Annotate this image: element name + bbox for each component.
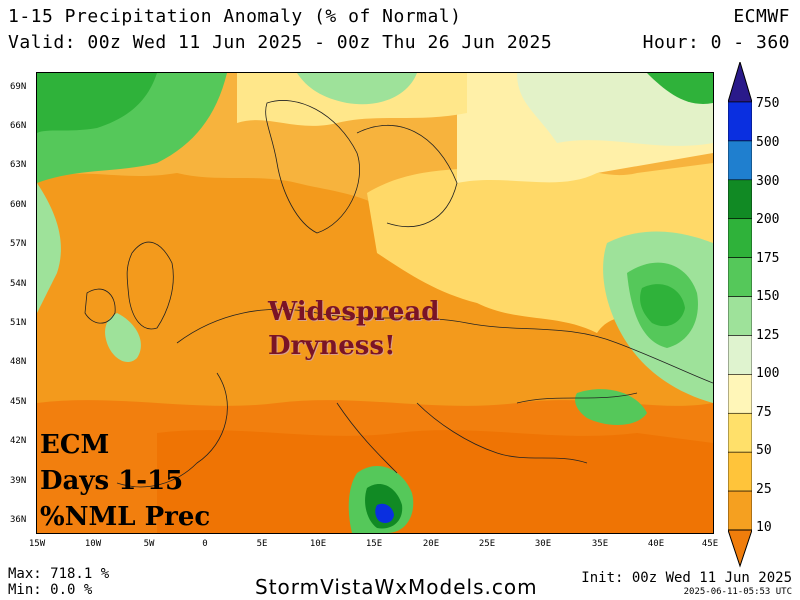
colorbar-band: [728, 451, 752, 492]
colorbar-band: [728, 335, 752, 375]
init-time: Init: 00z Wed 11 Jun 2025: [581, 570, 792, 586]
colorbar-label: 75: [756, 405, 772, 420]
lon-label: 15E: [365, 539, 383, 549]
lat-label: 66N: [10, 121, 27, 131]
colorbar-band: [728, 179, 752, 220]
lat-label: 48N: [10, 357, 27, 367]
colorbar-bottom-arrow: [728, 529, 752, 568]
annotation-product: %NML Prec: [40, 502, 211, 532]
lat-label: 60N: [10, 200, 27, 210]
max-value: Max: 718.1 %: [8, 566, 110, 582]
lon-label: 40E: [647, 539, 665, 549]
lon-label: 45E: [701, 539, 719, 549]
lon-label: 10E: [309, 539, 327, 549]
lat-label: 63N: [10, 160, 27, 170]
lon-label: 5W: [143, 539, 155, 549]
colorbar-label: 125: [756, 328, 780, 343]
valid-period: Valid: 00z Wed 11 Jun 2025 - 00z Thu 26 …: [8, 32, 553, 53]
map-title: 1-15 Precipitation Anomaly (% of Normal): [8, 6, 462, 27]
forecast-hours: Hour: 0 - 360: [642, 32, 790, 53]
colorbar-label: 500: [756, 135, 780, 150]
lat-label: 51N: [10, 318, 27, 328]
lon-label: 0: [202, 539, 208, 549]
min-value: Min: 0.0 %: [8, 582, 93, 598]
colorbar-label: 10: [756, 520, 772, 535]
annotation-model: ECM: [40, 430, 110, 460]
colorbar-label: 100: [756, 366, 780, 381]
colorbar-top-arrow: [728, 62, 752, 103]
lon-label: 10W: [84, 539, 102, 549]
colorbar-label: 200: [756, 212, 780, 227]
precipitation-anomaly-map: [36, 72, 714, 534]
lat-label: 39N: [10, 476, 27, 486]
lat-label: 69N: [10, 82, 27, 92]
colorbar-band: [728, 257, 752, 297]
model-name: ECMWF: [733, 6, 790, 27]
source-website: StormVistaWxModels.com: [255, 575, 538, 599]
colorbar-label: 25: [756, 482, 772, 497]
colorbar-band: [728, 490, 752, 531]
lon-label: 5E: [256, 539, 268, 549]
lat-label: 57N: [10, 239, 27, 249]
annotation-dryness: Dryness!: [268, 331, 396, 361]
lat-label: 36N: [10, 515, 27, 525]
colorbar-label: 150: [756, 289, 780, 304]
colorbar-label: 300: [756, 174, 780, 189]
colorbar-label: 175: [756, 251, 780, 266]
lon-label: 35E: [591, 539, 609, 549]
colorbar: [728, 62, 752, 568]
lat-label: 54N: [10, 279, 27, 289]
generated-timestamp: 2025-06-11-05:53 UTC: [683, 587, 792, 597]
lon-label: 15W: [28, 539, 46, 549]
colorbar-band: [728, 218, 752, 258]
lat-label: 45N: [10, 397, 27, 407]
lon-label: 30E: [534, 539, 552, 549]
colorbar-band: [728, 412, 752, 453]
lon-label: 25E: [478, 539, 496, 549]
annotation-days: Days 1-15: [40, 466, 184, 496]
colorbar-band: [728, 101, 752, 142]
colorbar-band: [728, 296, 752, 336]
colorbar-label: 50: [756, 443, 772, 458]
lat-label: 42N: [10, 436, 27, 446]
colorbar-label: 750: [756, 96, 780, 111]
annotation-widespread: Widespread: [268, 297, 440, 327]
colorbar-band: [728, 374, 752, 414]
lon-label: 20E: [422, 539, 440, 549]
colorbar-band: [728, 140, 752, 181]
anomaly-field: [37, 73, 713, 533]
